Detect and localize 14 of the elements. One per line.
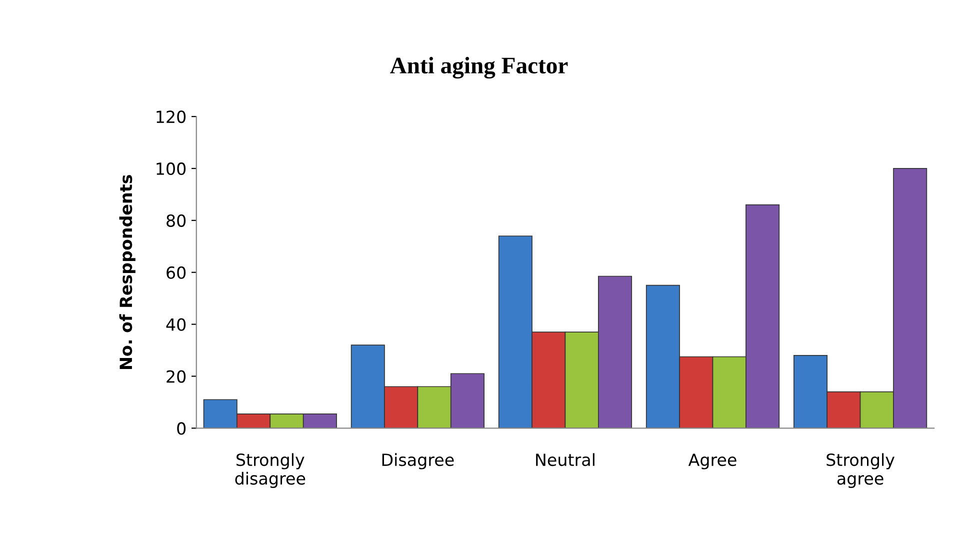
x-tick-label: Strongly agree	[826, 453, 894, 488]
chart-title: Anti aging Factor	[390, 56, 568, 79]
x-tick-label: Agree	[688, 454, 736, 470]
y-tick-label: 40	[166, 318, 186, 331]
y-tick-label: 0	[177, 422, 186, 435]
y-tick-label: 100	[156, 162, 186, 176]
x-tick-label: Disagree	[382, 453, 454, 470]
y-tick-label: 20	[166, 370, 186, 383]
x-tick-label: Strongly disagree	[235, 453, 306, 488]
y-axis-title: No. of Resppondents	[119, 175, 136, 369]
x-tick-label: Neutral	[536, 453, 594, 466]
y-tick-label: 80	[166, 214, 186, 227]
y-tick-label: 120	[156, 110, 186, 124]
y-tick-label: 60	[166, 266, 186, 279]
